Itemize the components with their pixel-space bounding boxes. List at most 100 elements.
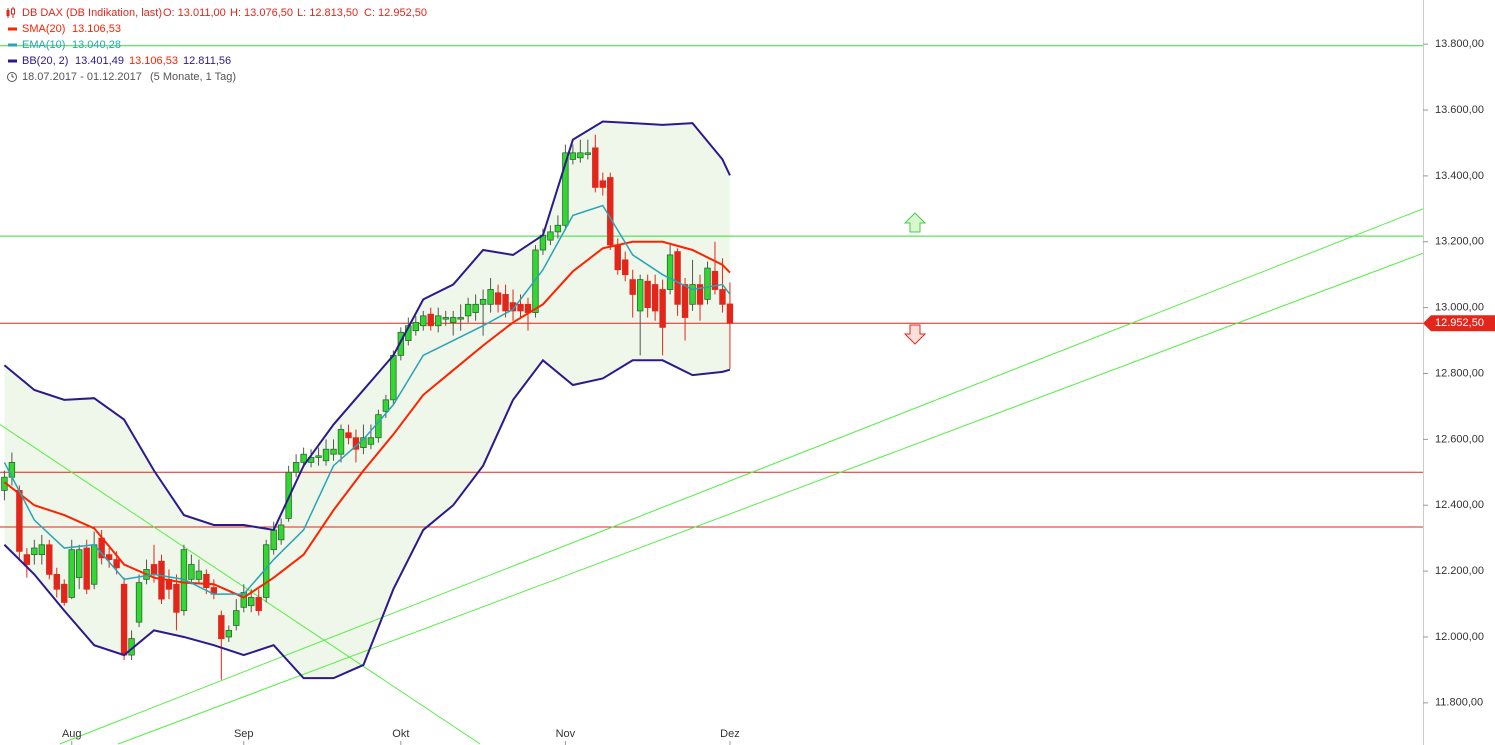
up-arrow [903,212,927,233]
candle-body [345,432,352,439]
candle-body [479,298,487,305]
price-tag-label: 12.952,50 [1435,317,1484,329]
candle-body [442,317,449,320]
candle-body [547,231,554,241]
candle-body [68,549,75,598]
candle-body [487,289,494,305]
indicator-line [3,240,731,599]
candle-body [584,152,592,155]
candle-body [457,317,464,320]
candle-body [435,315,442,327]
candle-body [644,280,651,309]
y-tick-label: 11.800,00 [1435,697,1483,709]
y-tick-label: 13.600,00 [1435,104,1484,116]
y-tick-label: 12.800,00 [1435,367,1484,379]
candle-body [517,303,524,312]
candle-body [31,547,38,556]
x-tick-label: Sep [234,728,254,740]
trend-line [117,252,1423,745]
trend-line [59,208,1423,745]
candle-body [322,448,330,462]
legend-value: 13.106,53 [129,55,178,67]
x-tick-label: Okt [392,728,409,740]
candle-body [719,289,726,305]
candle-body [502,294,509,312]
ohlc-label: O: 13.011,00 [163,7,226,19]
candle-body [554,224,562,233]
candle-body [599,180,606,188]
candle-body [532,249,539,313]
candle-body [300,453,307,463]
candle-body [704,267,711,300]
candle-body [592,147,599,188]
candle-body [240,592,247,608]
candle-body [16,490,23,552]
candle-body [464,303,472,317]
bollinger-upper [3,120,731,532]
candle-body [90,544,98,585]
candle-body [367,437,375,445]
candle-body [636,279,644,312]
period: 18.07.2017 - 01.12.2017 [22,71,142,83]
candle-body [150,564,158,575]
legend-title: DB DAX (DB Indikation, last) [22,7,162,19]
candle-body [225,629,233,638]
candle-body [203,573,210,588]
candle-body [292,462,300,473]
x-tick-label: Nov [556,728,576,740]
candle-body [255,597,262,612]
candle-body [113,559,120,569]
candle-body [46,544,53,575]
candle-body [681,284,689,318]
legend-name: SMA(20) [22,23,65,35]
candle-body [562,152,569,226]
candle-body [233,610,240,626]
candle-body [577,152,584,159]
candle-body [607,177,614,246]
candle-body [569,152,577,160]
candle-body [8,462,16,478]
header-icon [6,7,15,18]
y-tick-label: 12.000,00 [1435,631,1484,643]
candle-body [135,582,143,623]
candle-body [285,471,292,519]
ohlc-label: C: 12.952,50 [364,7,427,19]
candle-body [76,549,83,579]
candle-body [449,317,457,323]
candle-body [494,292,502,305]
legend-name: EMA(10) [22,39,65,51]
candle-body [651,284,659,312]
candle-body [659,289,666,328]
y-tick-label: 13.400,00 [1435,170,1484,182]
ohlc-label: H: 13.076,50 [230,7,293,19]
ohlc-label: L: 12.813,50 [297,7,358,19]
bollinger-lower [3,358,731,680]
y-tick-label: 13.200,00 [1435,236,1484,248]
down-arrow [903,324,927,345]
indicator-line [3,204,731,595]
legend-name: BB(20, 2) [22,55,68,67]
candle-body [188,564,195,580]
y-tick-label: 12.200,00 [1435,565,1484,577]
candle-body [726,303,734,324]
candle-body [397,331,405,356]
candle-body [390,354,397,401]
candle-body [472,303,479,313]
candle-body [38,544,46,556]
candle-body [120,583,128,656]
legend-value: 13.106,53 [72,23,121,35]
candle-body [105,554,113,560]
period-note: (5 Monate, 1 Tag) [150,71,236,83]
candle-body [277,524,285,541]
candle-body [218,615,225,640]
trend-line [0,424,481,745]
candle-body [711,270,719,290]
legend-value: 12.811,56 [183,55,231,67]
candle-body [629,279,636,295]
x-tick-label: Dez [720,728,740,740]
y-tick-label: 12.400,00 [1435,499,1484,511]
candle-body [173,583,180,613]
clock-icon [7,72,17,82]
legend-value: 13.401,49 [75,55,124,67]
band-fill [4,121,730,679]
